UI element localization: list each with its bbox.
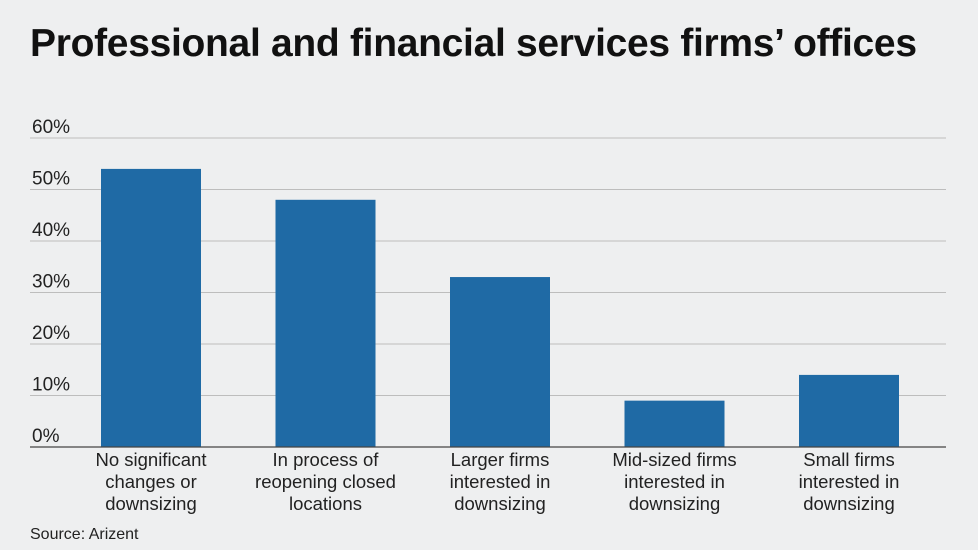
x-tick-label-line: downsizing	[629, 493, 721, 514]
y-tick-label: 10%	[32, 375, 70, 396]
bar	[624, 400, 725, 447]
x-tick-label: Mid-sized firms interested in downsizing	[612, 449, 736, 514]
x-tick-label-line: Mid-sized firms	[612, 449, 736, 470]
x-tick-label-line: locations	[289, 493, 362, 514]
bar	[450, 277, 550, 447]
bars	[101, 168, 899, 447]
x-tick-label-line: In process of	[273, 449, 380, 470]
x-tick-label-line: interested in	[799, 471, 900, 492]
x-tick-label-line: downsizing	[454, 493, 546, 514]
y-tick-label: 20%	[32, 323, 70, 344]
chart-title: Professional and financial services firm…	[30, 22, 917, 65]
x-tick-label: Small firms interested in downsizing	[799, 449, 900, 514]
x-tick-label: In process of reopening closed locations	[255, 449, 396, 514]
y-tick-label: 40%	[32, 220, 70, 241]
bar	[101, 168, 201, 447]
x-tick-label-line: downsizing	[105, 493, 197, 514]
x-tick-label: Larger firms interested in downsizing	[450, 449, 551, 514]
x-tick-label-line: Small firms	[803, 449, 894, 470]
x-tick-label-line: Larger firms	[451, 449, 550, 470]
x-tick-label-line: interested in	[450, 471, 551, 492]
x-tick-label-line: changes or	[105, 471, 197, 492]
x-tick-label-line: No significant	[95, 449, 206, 470]
source-note: Source: Arizent	[30, 526, 139, 543]
x-tick-label: No significant changes or downsizing	[95, 449, 206, 514]
y-tick-label: 30%	[32, 272, 70, 293]
x-tick-label-line: downsizing	[803, 493, 895, 514]
y-tick-label: 60%	[32, 117, 70, 138]
y-tick-label: 0%	[32, 426, 60, 447]
y-tick-label: 50%	[32, 169, 70, 190]
bar	[799, 374, 899, 447]
x-tick-label-line: interested in	[624, 471, 725, 492]
bar	[275, 199, 376, 447]
x-tick-label-line: reopening closed	[255, 471, 396, 492]
